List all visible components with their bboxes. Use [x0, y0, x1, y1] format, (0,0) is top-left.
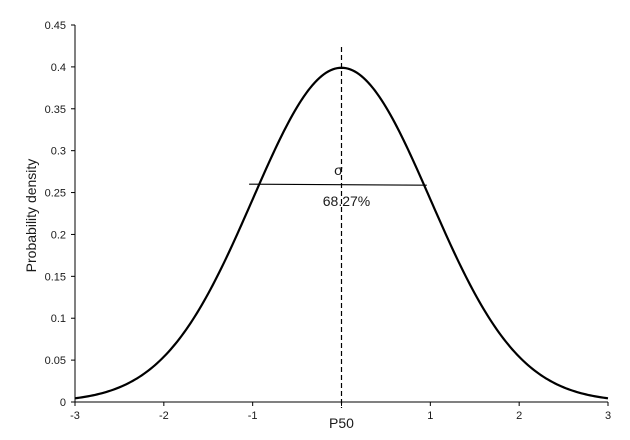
y-tick-label: 0.25	[45, 188, 66, 200]
percent-annotation: 68.27%	[323, 193, 370, 209]
x-axis-label: P50	[329, 415, 354, 431]
sigma-annotation: σ	[334, 162, 343, 178]
y-tick-label: 0.1	[51, 313, 66, 325]
y-tick-label: 0.45	[45, 20, 66, 32]
x-tick-label: -1	[248, 410, 258, 422]
y-tick-label: 0.35	[45, 104, 66, 116]
y-tick-label: 0.3	[51, 146, 66, 158]
y-axis-label: Probability density	[23, 159, 39, 273]
y-ticks: 0 0.05 0.1 0.15 0.2 0.25 0.3 0.35 0.4 0.45	[45, 20, 75, 409]
sigma-band-line	[249, 183, 427, 186]
y-tick-label: 0	[60, 397, 66, 409]
x-tick-label: 2	[516, 410, 522, 422]
x-tick-label: -3	[70, 410, 80, 422]
y-tick-label: 0.05	[45, 355, 66, 367]
y-tick-label: 0.4	[51, 62, 66, 74]
y-tick-label: 0.2	[51, 229, 66, 241]
x-tick-label: 3	[605, 410, 611, 422]
x-tick-label: -2	[159, 410, 169, 422]
x-ticks: -3 -2 -1 1 2 3	[70, 402, 611, 422]
y-tick-label: 0.15	[45, 271, 66, 283]
axes: 0 0.05 0.1 0.15 0.2 0.25 0.3 0.35 0.4 0.45 -3 -2 -1…	[45, 20, 611, 422]
x-tick-label: 1	[427, 410, 433, 422]
